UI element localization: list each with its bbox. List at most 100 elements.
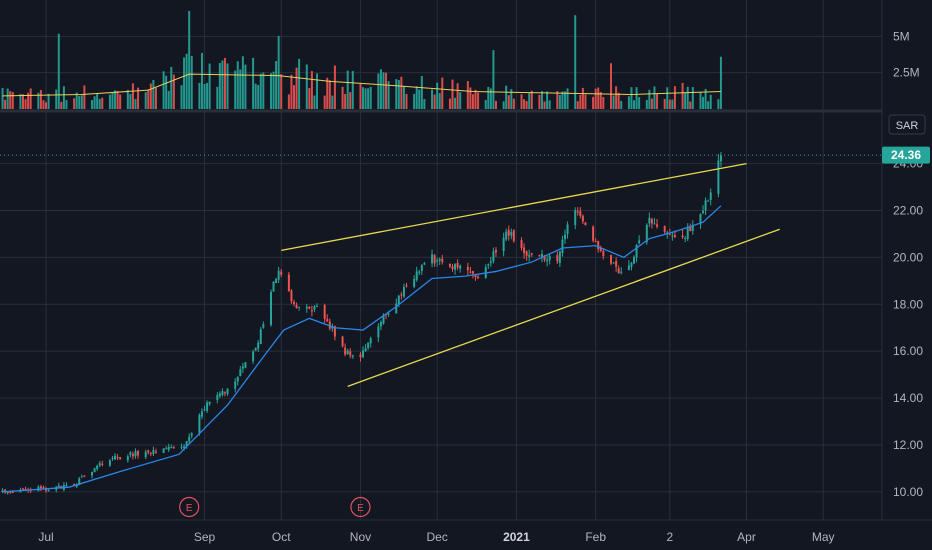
volume-bar	[6, 88, 9, 109]
volume-bar	[98, 98, 101, 109]
candle-body	[96, 465, 99, 469]
volume-bar	[494, 100, 497, 109]
volume-bar	[441, 77, 444, 109]
candle-body	[663, 226, 666, 232]
volume-bar	[574, 15, 577, 109]
volume-bar	[290, 74, 293, 109]
candle-body	[275, 279, 278, 284]
volume-bar	[108, 94, 111, 109]
candle-body	[487, 264, 490, 266]
volume-bar	[341, 86, 344, 109]
candle-body	[459, 265, 462, 269]
candle-body	[635, 244, 638, 258]
volume-bar	[602, 96, 605, 109]
candle-body	[612, 262, 615, 264]
volume-bar	[116, 91, 119, 109]
volume-bar	[530, 90, 533, 109]
currency-badge[interactable]	[888, 114, 926, 135]
volume-bar	[576, 101, 579, 109]
time-tick-label: Oct	[272, 530, 291, 544]
volume-bar	[436, 82, 439, 109]
volume-bar	[180, 85, 183, 109]
time-tick-label: Jul	[38, 530, 53, 544]
volume-bar	[167, 90, 170, 109]
candle-body	[323, 305, 326, 320]
volume-bar	[666, 87, 669, 109]
candle-body	[653, 223, 656, 225]
candle-body	[298, 306, 301, 308]
candle-body	[221, 391, 224, 396]
last-price-tag: 24.36	[882, 146, 930, 164]
volume-bar	[505, 85, 508, 109]
candle-body	[236, 376, 239, 382]
volume-bar	[379, 69, 382, 109]
volume-bar	[382, 72, 385, 109]
time-axis[interactable]: Jul Sep Oct Nov Dec 2021 Feb 2 Apr May	[38, 530, 834, 544]
volume-bar	[239, 69, 242, 109]
candlestick-series	[1, 152, 722, 495]
lower-trendline[interactable]	[347, 228, 780, 387]
volume-bar	[298, 58, 301, 109]
volume-bar	[154, 87, 157, 109]
candle-body	[367, 342, 370, 349]
candle-body	[528, 254, 531, 257]
candle-body	[400, 294, 403, 296]
candle-body	[119, 457, 122, 459]
candle-body	[592, 226, 595, 241]
volume-bar	[433, 94, 436, 109]
candle-body	[520, 240, 523, 249]
candle-body	[543, 255, 546, 261]
volume-bar	[223, 57, 226, 109]
volume-bar	[149, 83, 152, 109]
candle-body	[505, 231, 508, 240]
volume-bar	[502, 101, 505, 109]
volume-bar	[129, 93, 132, 109]
candle-body	[218, 393, 221, 397]
volume-bar	[648, 89, 651, 109]
candle-body	[93, 468, 96, 473]
candle-body	[574, 210, 577, 225]
candle-body	[415, 271, 418, 280]
candle-body	[316, 305, 319, 307]
candle-body	[666, 232, 669, 234]
volume-bar	[525, 101, 528, 109]
candle-body	[558, 251, 561, 263]
volume-bar	[351, 71, 354, 109]
candle-body	[438, 258, 441, 261]
candle-body	[126, 456, 129, 461]
volume-bar	[60, 101, 63, 109]
candle-body	[584, 222, 587, 226]
volume-bar	[333, 65, 336, 109]
candle-body	[530, 253, 533, 255]
candle-body	[548, 255, 551, 261]
volume-bar	[101, 97, 104, 109]
candle-body	[272, 281, 275, 292]
upper-trendline[interactable]	[281, 162, 747, 251]
candle-body	[73, 483, 76, 486]
candle-body	[185, 441, 188, 447]
volume-bar	[413, 93, 416, 109]
volume-bar	[523, 99, 526, 109]
volume-bar	[9, 91, 12, 109]
volume-bar	[653, 86, 656, 109]
volume-bar	[400, 76, 403, 109]
candle-body	[686, 227, 689, 240]
volume-bar	[134, 98, 137, 109]
volume-bar	[423, 99, 426, 109]
volume-bar	[645, 99, 648, 109]
candle-body	[129, 452, 132, 455]
volume-bar	[717, 99, 720, 109]
volume-bar	[305, 64, 308, 109]
earnings-badge	[179, 496, 200, 518]
candle-body	[206, 402, 209, 411]
volume-bar	[492, 50, 495, 109]
price-tick-label: 22.00	[893, 203, 923, 217]
volume-bar	[293, 85, 295, 109]
candle-body	[116, 457, 119, 459]
candle-body	[668, 234, 671, 236]
candle-body	[369, 338, 372, 344]
candle-body	[208, 401, 211, 404]
candle-body	[431, 254, 434, 264]
